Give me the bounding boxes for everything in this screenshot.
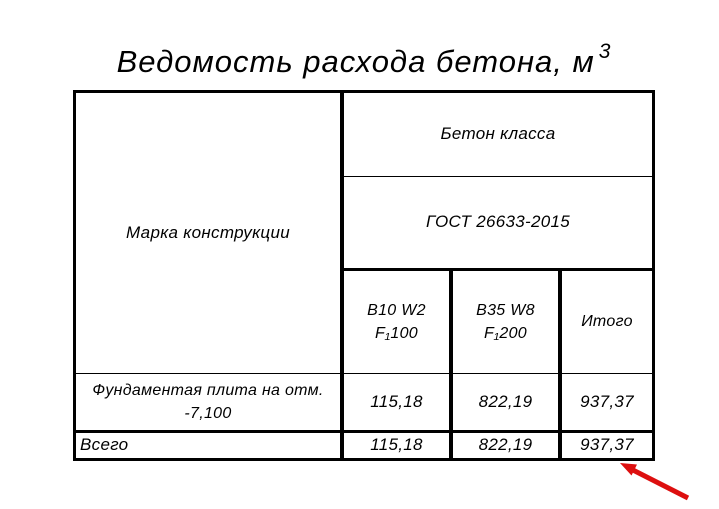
row-value-b10: 115,18 bbox=[344, 374, 449, 430]
row-value-total-text: 937,37 bbox=[580, 391, 634, 411]
construction-mark-header-label: Марка конструкции bbox=[126, 222, 290, 242]
column-header-b10-label: B10 W2 F₁100 bbox=[367, 301, 426, 342]
gost-standard-label: ГОСТ 26633-2015 bbox=[426, 212, 570, 232]
divider-mark-column bbox=[340, 90, 344, 461]
red-arrow-head bbox=[620, 463, 637, 476]
divider-under-gost bbox=[341, 268, 655, 271]
divider-above-total-row bbox=[73, 430, 655, 433]
row-value-b35-text: 822,19 bbox=[478, 391, 533, 411]
total-value-grand-text: 937,37 bbox=[580, 435, 634, 455]
total-value-b35: 822,19 bbox=[453, 433, 558, 458]
divider-under-concrete-class bbox=[341, 176, 652, 177]
total-value-b35-text: 822,19 bbox=[478, 435, 533, 455]
concrete-class-header-label: Бетон класса bbox=[440, 124, 556, 144]
total-value-b10-text: 115,18 bbox=[370, 435, 423, 455]
row-value-total: 937,37 bbox=[562, 374, 652, 430]
total-value-b10: 115,18 bbox=[344, 433, 449, 458]
red-arrow-shaft bbox=[631, 467, 690, 501]
divider-under-column-headers bbox=[73, 373, 655, 374]
title-superscript: 3 bbox=[598, 40, 612, 63]
row-construction-name-cell: Фундаментая плита на отм. -7,100 bbox=[76, 374, 340, 430]
column-header-total: Итого bbox=[562, 271, 652, 373]
table-border-bottom bbox=[73, 458, 655, 461]
total-row-label: Всего bbox=[80, 435, 129, 455]
column-header-b35-label: B35 W8 F₁200 bbox=[476, 301, 535, 342]
gost-standard-cell: ГОСТ 26633-2015 bbox=[344, 177, 652, 268]
row-construction-name-line1: Фундаментая плита на отм. bbox=[92, 381, 324, 399]
total-row-label-cell: Всего bbox=[80, 433, 338, 458]
table-border-right bbox=[652, 90, 655, 461]
column-header-total-label: Итого bbox=[581, 313, 633, 331]
column-header-b35: B35 W8 F₁200 bbox=[453, 271, 558, 373]
table-border-top bbox=[73, 90, 655, 93]
construction-mark-header-cell: Марка конструкции bbox=[76, 93, 340, 373]
concrete-class-header-cell: Бетон класса bbox=[344, 93, 652, 176]
row-value-b35: 822,19 bbox=[453, 374, 558, 430]
divider-class-b35-total bbox=[558, 270, 562, 461]
red-arrow-annotation-icon bbox=[620, 463, 690, 501]
divider-class-b10-b35 bbox=[449, 270, 453, 461]
total-value-grand: 937,37 bbox=[562, 433, 652, 458]
row-construction-name: Фундаментая плита на отм. -7,100 bbox=[92, 379, 323, 425]
document-title-text: Ведомость расхода бетона, м bbox=[116, 44, 595, 79]
row-value-b10-text: 115,18 bbox=[370, 391, 423, 411]
row-construction-name-line2: -7,100 bbox=[184, 405, 232, 422]
column-header-b10: B10 W2 F₁100 bbox=[344, 271, 449, 373]
table-border-left bbox=[73, 90, 76, 461]
